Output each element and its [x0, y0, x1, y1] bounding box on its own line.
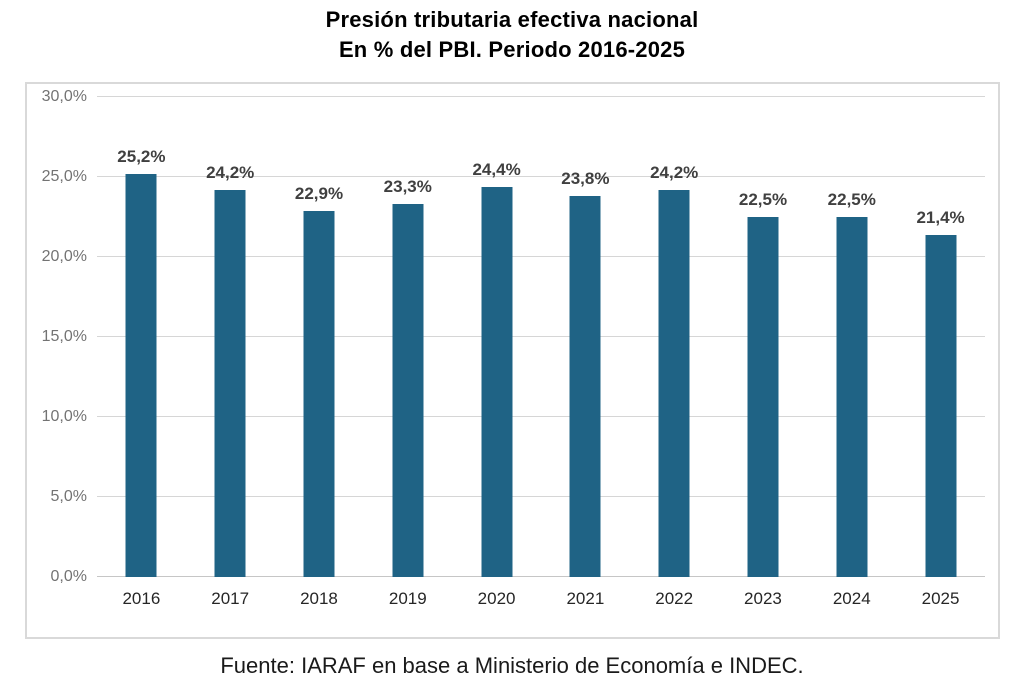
y-axis-tick-label: 15,0% [41, 328, 87, 345]
bar-value-label-2024: 22,5% [827, 190, 876, 209]
bar-2022 [658, 189, 690, 577]
y-axis-tick-label: 5,0% [50, 488, 87, 506]
gridline-25 [97, 176, 985, 177]
bar-value-label-2023: 22,5% [738, 190, 788, 209]
gridline-10 [97, 416, 985, 418]
bar-group-2022: 24,2% 2022 [630, 97, 719, 608]
x-axis-tick-label-2023: 2023 [744, 589, 782, 608]
x-axis-tick-label-2017: 2017 [211, 589, 250, 608]
bar-2023 [747, 217, 779, 577]
gridline-15 [97, 336, 985, 337]
x-axis-tick-label-2016: 2016 [122, 589, 161, 608]
y-axis-tick-label: 0,0% [50, 568, 87, 585]
gridline-30 [97, 96, 985, 97]
x-axis-tick-label-2018: 2018 [300, 589, 338, 608]
bar-value-label-2016: 25,2% [117, 146, 166, 166]
bars-layer: 25,2% 2016 24,2% 2017 22,9% 2018 23,3% 2019 24,4… [97, 97, 985, 608]
bar-value-label-2017: 24,2% [206, 162, 255, 182]
x-axis-tick-label-2021: 2021 [566, 589, 605, 608]
bar-value-label-2022: 24,2% [650, 162, 699, 182]
chart-title-line-1: Presión tributaria efectiva nacional [325, 7, 699, 32]
bar-value-label-2019: 23,3% [383, 177, 432, 197]
chart-title: Presión tributaria efectiva nacional En … [0, 5, 1024, 65]
bar-value-label-2020: 24,4% [472, 159, 521, 179]
bar-group-2016: 25,2% 2016 [97, 97, 186, 608]
x-axis-tick-label-2019: 2019 [388, 589, 427, 608]
bar-2018 [303, 210, 335, 577]
y-axis-tick-label: 30,0% [41, 88, 87, 105]
bar-2024 [836, 217, 868, 577]
bar-group-2019: 23,3% 2019 [363, 97, 452, 608]
x-axis-tick-label-2022: 2022 [655, 589, 694, 608]
bar-group-2025: 21,4% 2025 [896, 97, 985, 608]
x-axis-tick-label-2025: 2025 [921, 589, 960, 608]
bar-group-2018: 22,9% 2018 [275, 97, 364, 608]
bar-group-2024: 22,5% 2024 [807, 97, 896, 608]
y-axis-tick-label: 25,0% [41, 168, 87, 185]
bar-2025 [925, 234, 957, 577]
bar-2016 [125, 173, 157, 577]
bar-group-2023: 22,5% 2023 [719, 97, 808, 608]
source-note: Fuente: IARAF en base a Ministerio de Ec… [220, 653, 804, 678]
x-axis-tick-label-2024: 2024 [832, 589, 871, 608]
bar-2017 [214, 189, 246, 577]
bar-group-2020: 24,4% 2020 [452, 97, 541, 608]
bar-2020 [481, 186, 513, 577]
chart-plot-box: 0,0% 5,0% 10,0% 15,0% 20,0% 25,0% 30,0% 25,2% 20… [25, 82, 1000, 639]
y-axis-tick-label: 20,0% [41, 248, 87, 266]
bar-value-label-2025: 21,4% [916, 207, 965, 227]
bar-2019 [392, 204, 424, 577]
gridline-20 [97, 256, 985, 258]
gridline-0 [97, 576, 985, 577]
bar-value-label-2018: 22,9% [294, 183, 344, 203]
bar-group-2017: 24,2% 2017 [186, 97, 275, 608]
bar-value-label-2021: 23,8% [561, 169, 610, 189]
plot-area: 0,0% 5,0% 10,0% 15,0% 20,0% 25,0% 30,0% 25,2% 20… [42, 88, 985, 608]
x-axis-tick-label-2020: 2020 [477, 589, 516, 608]
y-axis-tick-label: 10,0% [41, 408, 87, 426]
chart-title-line-2: En % del PBI. Periodo 2016-2025 [338, 37, 686, 62]
bar-2021 [569, 196, 601, 577]
gridline-5 [97, 496, 985, 498]
bar-group-2021: 23,8% 2021 [541, 97, 630, 608]
